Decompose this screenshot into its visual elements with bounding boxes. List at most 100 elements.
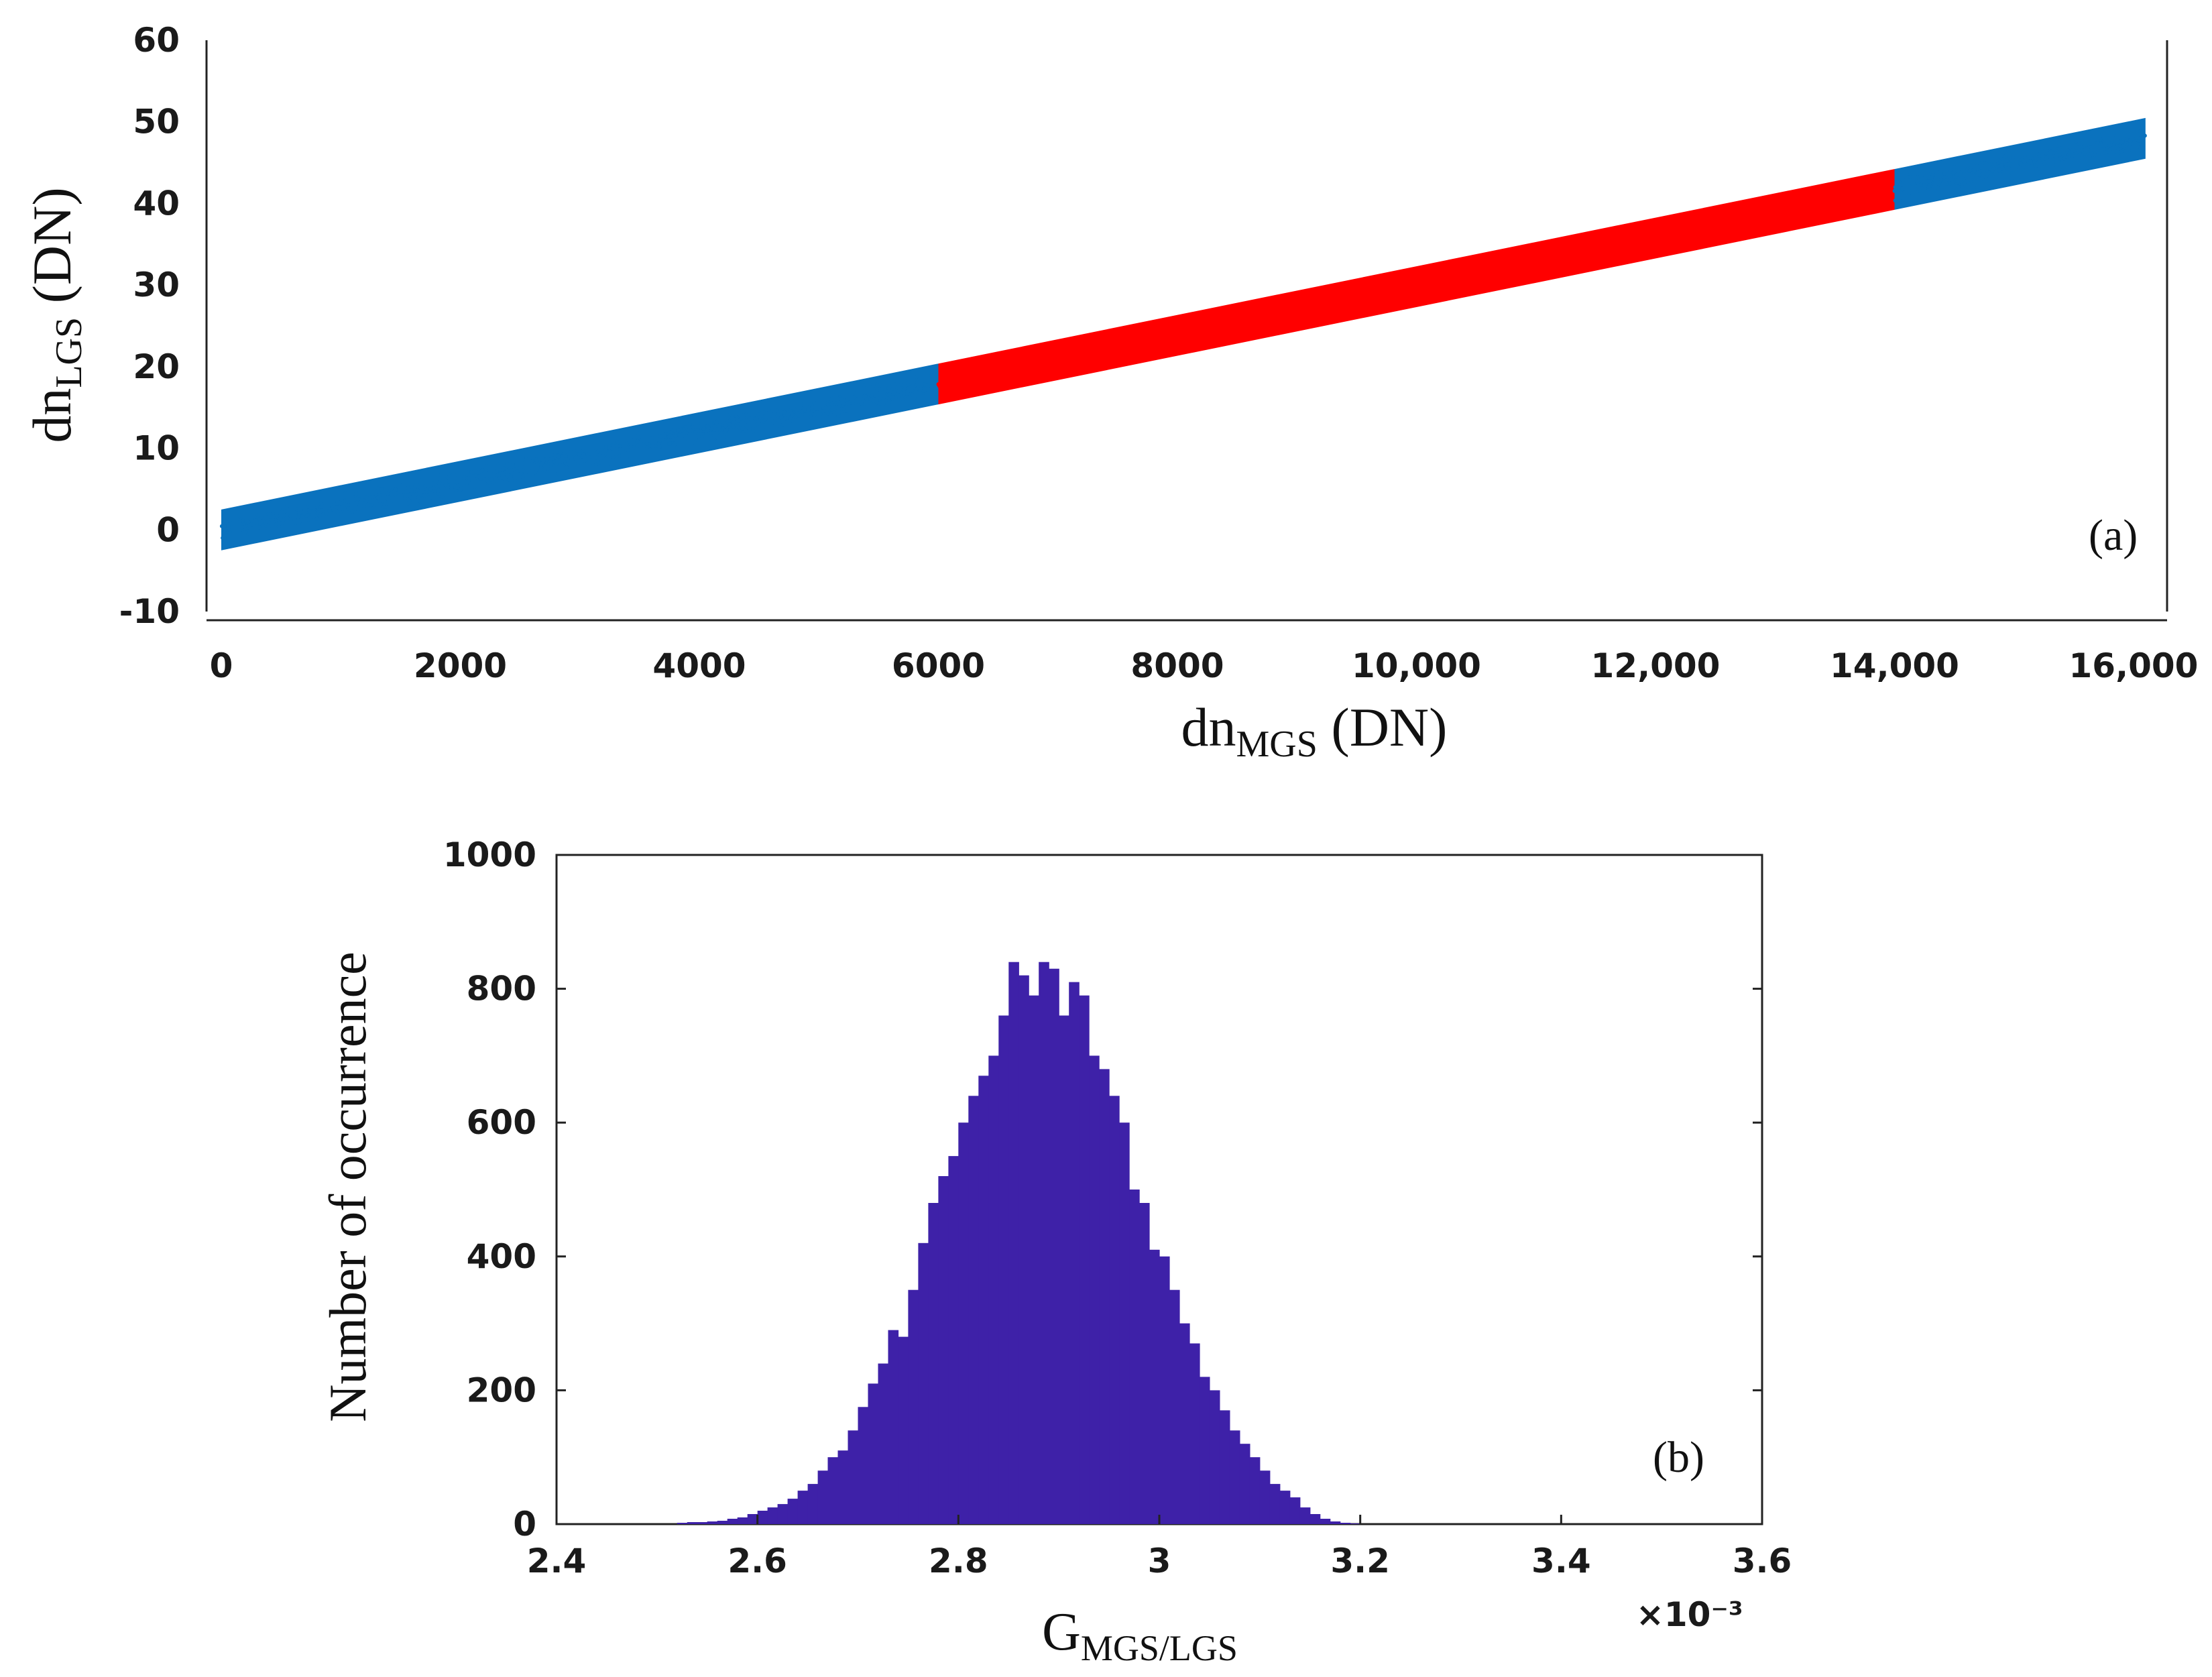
panel-a-point bbox=[1181, 334, 1185, 339]
panel-a-point bbox=[1948, 181, 1953, 186]
panel-a-point bbox=[1607, 251, 1611, 256]
panel-a-point bbox=[1841, 203, 1845, 207]
panel-a-point bbox=[583, 458, 587, 463]
panel-a-point bbox=[1150, 327, 1155, 331]
panel-a-point bbox=[812, 400, 817, 405]
panel-b-bar bbox=[878, 1363, 889, 1524]
panel-a-point bbox=[2087, 156, 2092, 160]
panel-a-point bbox=[1448, 273, 1453, 278]
panel-a-point bbox=[318, 509, 323, 514]
panel-a-point bbox=[518, 469, 523, 473]
panel-a-point bbox=[770, 418, 774, 423]
panel-a-point bbox=[1054, 359, 1059, 363]
panel-a-point bbox=[1154, 326, 1159, 331]
panel-a-point bbox=[719, 431, 724, 435]
panel-a-point bbox=[1680, 234, 1684, 239]
panel-a-point bbox=[874, 400, 879, 404]
panel-a-point bbox=[1702, 228, 1707, 232]
panel-a-point bbox=[270, 518, 275, 522]
panel-a-point bbox=[1111, 347, 1116, 351]
panel-a-point bbox=[1433, 278, 1438, 282]
panel-a-point bbox=[559, 457, 564, 462]
panel-a-point bbox=[1686, 222, 1690, 227]
panel-a-point bbox=[1858, 198, 1863, 203]
panel-a-x-ticks: 0 2000 4000 6000 8000 10,000 12,000 14,000 16,00… bbox=[210, 646, 2199, 685]
panel-a-point bbox=[513, 479, 517, 483]
panel-a-x-tick-label: 14,000 bbox=[1830, 646, 1959, 685]
panel-a-point bbox=[1440, 288, 1445, 292]
panel-a-point bbox=[520, 455, 525, 459]
panel-a-point bbox=[1074, 359, 1079, 364]
panel-a-point bbox=[2065, 148, 2070, 152]
panel-a-point bbox=[1585, 239, 1590, 243]
panel-a-point bbox=[737, 429, 742, 434]
panel-a-point bbox=[862, 394, 866, 398]
panel-a-point bbox=[1389, 302, 1394, 306]
panel-a-point bbox=[1755, 215, 1760, 220]
panel-a-point bbox=[2103, 143, 2108, 148]
panel-a-point bbox=[1805, 213, 1810, 217]
panel-a-point bbox=[1841, 189, 1845, 194]
panel-a-point bbox=[1537, 261, 1542, 266]
panel-a-point bbox=[788, 416, 793, 420]
panel-a-point bbox=[1685, 241, 1690, 245]
panel-a-point bbox=[1571, 257, 1576, 262]
panel-a-point bbox=[1457, 271, 1461, 276]
panel-a-point bbox=[242, 525, 247, 529]
panel-a-point bbox=[1258, 313, 1263, 318]
panel-a-point bbox=[782, 416, 787, 421]
panel-a-point bbox=[437, 481, 442, 485]
panel-a-point bbox=[1244, 314, 1248, 319]
panel-b-bar bbox=[1029, 995, 1039, 1524]
panel-a-point bbox=[2005, 170, 2010, 175]
panel-a-point bbox=[1291, 305, 1295, 310]
panel-a-point bbox=[1244, 319, 1249, 323]
panel-a-point bbox=[756, 408, 761, 413]
panel-a-point bbox=[510, 463, 515, 467]
panel-a-point bbox=[1260, 325, 1265, 329]
panel-a-point bbox=[305, 513, 310, 518]
panel-a-point bbox=[715, 427, 719, 432]
panel-a-point bbox=[2054, 156, 2059, 160]
panel-a-point bbox=[1557, 249, 1562, 253]
panel-a-point bbox=[1685, 234, 1689, 239]
panel-a-point bbox=[491, 480, 496, 485]
panel-a-point bbox=[1987, 163, 1991, 168]
panel-a-point bbox=[589, 449, 594, 453]
panel-a-point bbox=[1761, 221, 1765, 225]
panel-a-point bbox=[799, 403, 803, 408]
panel-a-point bbox=[404, 489, 408, 494]
panel-a-point bbox=[892, 390, 897, 394]
panel-a-point bbox=[1478, 261, 1483, 266]
panel-a-point bbox=[1243, 308, 1248, 312]
panel-a-point bbox=[677, 433, 682, 438]
panel-a-point bbox=[1266, 316, 1271, 321]
panel-a-point bbox=[2024, 165, 2028, 170]
panel-a-point bbox=[1360, 306, 1364, 311]
panel-a-point bbox=[1704, 219, 1709, 223]
panel-a-point bbox=[1588, 255, 1593, 260]
panel-a-point bbox=[1902, 190, 1906, 195]
panel-a-point bbox=[1883, 176, 1888, 180]
panel-b-bar bbox=[978, 1076, 989, 1524]
panel-a-point bbox=[1707, 222, 1712, 227]
panel-a-point bbox=[1987, 170, 1991, 175]
panel-a-point bbox=[1267, 312, 1272, 317]
panel-a-point bbox=[805, 404, 809, 409]
panel-a-point bbox=[769, 424, 774, 428]
panel-a-point bbox=[1150, 340, 1154, 344]
panel-a-point bbox=[428, 495, 433, 500]
panel-a-point bbox=[912, 396, 917, 400]
panel-a-point bbox=[347, 502, 351, 507]
panel-a-point bbox=[1477, 272, 1482, 277]
panel-a-point bbox=[734, 417, 739, 421]
panel-a-point bbox=[699, 429, 703, 434]
panel-a-point bbox=[1536, 268, 1541, 273]
panel-a-point bbox=[854, 393, 859, 398]
panel-a-point bbox=[910, 392, 915, 397]
panel-a-point bbox=[1144, 342, 1149, 347]
panel-a-point bbox=[1437, 280, 1442, 284]
panel-a-point bbox=[1474, 280, 1479, 285]
panel-a-point bbox=[1019, 359, 1024, 364]
panel-a-point bbox=[458, 487, 463, 492]
